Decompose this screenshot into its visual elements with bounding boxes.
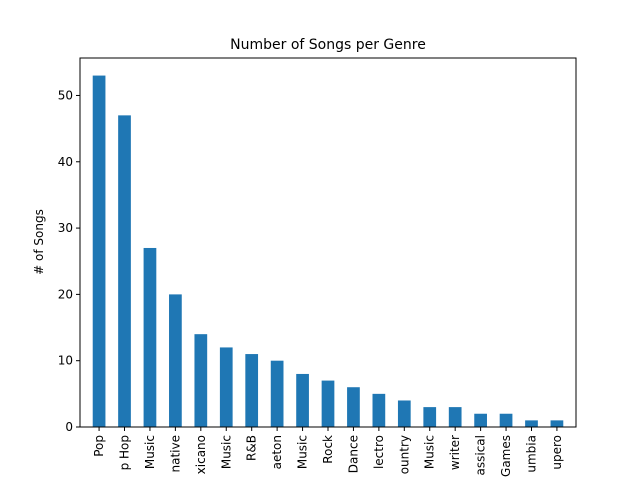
bar-8 — [296, 373, 309, 427]
bar-0 — [92, 75, 106, 427]
x-axis: Pop p Hop Music native xicano Music R&B aeton Mu… — [92, 427, 564, 477]
x-tick-label: Games — [499, 435, 513, 477]
bar-13 — [423, 407, 437, 427]
x-tick-label: native — [168, 435, 182, 472]
bar-18 — [550, 420, 564, 427]
bar-9 — [321, 380, 335, 427]
y-axis-label: # of Songs — [32, 209, 46, 275]
bar-12 — [397, 400, 411, 427]
bar-7 — [270, 360, 284, 427]
bar-1 — [118, 115, 131, 428]
x-tick-label: lectro — [372, 435, 386, 469]
y-tick-label: 10 — [58, 354, 73, 368]
x-tick-label: writer — [448, 435, 462, 470]
bar-5 — [219, 347, 233, 427]
bar-4 — [194, 334, 208, 427]
x-tick-label: Music — [219, 435, 233, 469]
y-tick-label: 30 — [58, 221, 73, 235]
bar-10 — [347, 387, 360, 427]
y-tick-label: 50 — [58, 88, 73, 102]
x-tick-label: p Hop — [118, 435, 132, 470]
x-tick-label: assical — [474, 435, 488, 475]
bar-3 — [169, 294, 182, 427]
x-tick-label: xicano — [194, 435, 208, 474]
x-tick-label: R&B — [245, 435, 259, 461]
chart-title: Number of Songs per Genre — [230, 37, 426, 53]
x-tick-label: Music — [296, 435, 310, 469]
bar-14 — [448, 407, 462, 427]
x-tick-label: Dance — [346, 435, 360, 473]
bar-6 — [245, 354, 259, 427]
x-tick-label: Music — [423, 435, 437, 469]
y-tick-label: 40 — [58, 155, 73, 169]
plot-frame — [79, 57, 577, 428]
x-tick-label: aeton — [270, 435, 284, 469]
bar-15 — [474, 413, 487, 427]
x-tick-label: Rock — [321, 435, 335, 464]
bar-16 — [499, 413, 513, 427]
y-axis: 0 10 20 30 40 50 — [58, 88, 80, 434]
x-tick-label: upero — [550, 435, 564, 470]
bar-2 — [143, 247, 157, 427]
bar-17 — [525, 420, 538, 427]
y-tick-label: 0 — [65, 420, 73, 434]
y-tick-label: 20 — [58, 287, 73, 301]
x-tick-label: Music — [143, 435, 157, 469]
x-tick-label: umbia — [524, 435, 538, 473]
bar-11 — [372, 393, 386, 427]
bars-group — [92, 75, 564, 428]
x-tick-label: Pop — [92, 435, 106, 457]
x-tick-label: ountry — [397, 435, 411, 474]
